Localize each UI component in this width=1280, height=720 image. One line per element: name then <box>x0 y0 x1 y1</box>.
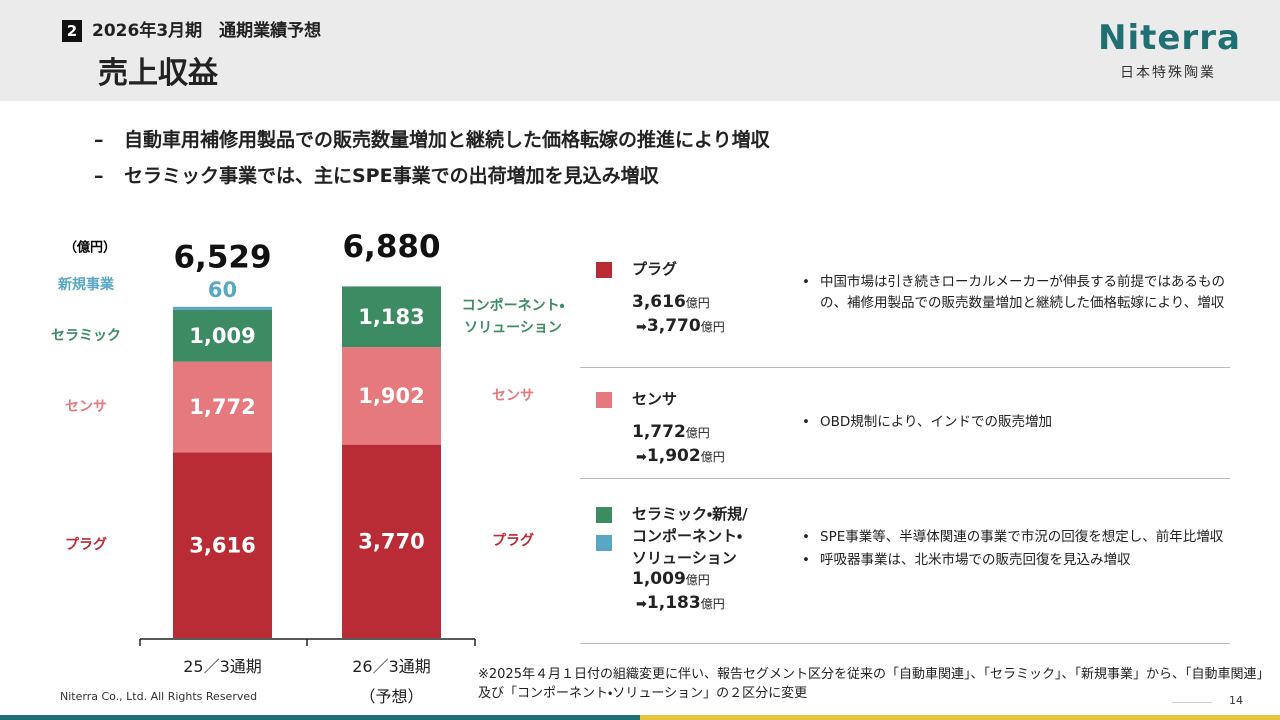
value: 1,183 <box>646 593 701 613</box>
series-name: センサ <box>65 399 107 416</box>
detail-note: 中国市場は引き続きローカルメーカーが伸長する前提ではあるものの、補修用製品での販… <box>802 272 1230 314</box>
value-label: 60 <box>208 278 237 302</box>
category-label: 25／3通期 <box>183 657 262 676</box>
detail-value: 3,616億円 <box>632 292 710 312</box>
bullet: セラミック事業では、主にSPE事業での出荷増加を見込み増収 <box>94 162 659 190</box>
value: 1,772 <box>632 422 686 442</box>
unit: 億円 <box>685 296 710 310</box>
unit: 億円 <box>685 573 710 587</box>
detail-name: センサ <box>632 390 678 408</box>
unit: 億円 <box>700 450 725 464</box>
period: 2026年3月期 通期業績予想 <box>92 21 322 41</box>
bar-segment <box>342 444 441 638</box>
bar-segment <box>173 306 272 310</box>
copyright: Niterra Co., Ltd. All Rights Reserved <box>60 690 258 703</box>
legend-swatch <box>596 392 612 408</box>
legend-swatch <box>596 262 612 278</box>
separator <box>580 478 1230 479</box>
series-name: 新規事業 <box>58 276 114 293</box>
value: 1,902 <box>646 446 701 466</box>
series-name: セラミック <box>51 327 121 344</box>
detail-value: ➡1,183億円 <box>636 593 725 613</box>
bar-segment <box>173 452 272 638</box>
value: 3,770 <box>646 316 701 336</box>
bar-segment <box>342 286 441 348</box>
unit: 億円 <box>685 426 710 440</box>
bar-segment <box>342 347 441 445</box>
separator <box>580 367 1230 368</box>
value-label: 1,902 <box>358 384 424 408</box>
detail-value: 1,772億円 <box>632 422 710 442</box>
bullet: 自動車用補修用製品での販売数量増加と継続した価格転嫁の推進により増収 <box>94 126 770 154</box>
separator <box>580 643 1230 644</box>
value: 1,009 <box>632 569 686 589</box>
legend-swatch <box>596 535 612 551</box>
category-label: 26／3通期 <box>352 657 431 676</box>
page-rule <box>1172 702 1212 703</box>
legend-swatch <box>596 507 612 523</box>
value: 3,616 <box>632 292 686 312</box>
slide-title: 売上収益 <box>98 56 218 91</box>
total-label: 6,880 <box>342 229 440 265</box>
logo: Niterra <box>1098 18 1241 58</box>
detail-value: 1,009億円 <box>632 569 710 589</box>
detail-note: 呼吸器事業は、北米市場での販売回復を見込み増収 <box>802 550 1230 571</box>
page-number: 14 <box>1229 694 1243 707</box>
footnote: ※2025年４月１日付の組織変更に伴い、報告セグメント区分を従来の「自動車関連」… <box>478 667 1263 701</box>
arrow: ➡ <box>636 320 647 335</box>
detail-value: ➡3,770億円 <box>636 316 725 336</box>
total-label: 6,529 <box>173 239 271 275</box>
logo-sub: 日本特殊陶業 <box>1120 65 1216 81</box>
header-band <box>0 0 1280 101</box>
series-name: センサ <box>492 387 534 404</box>
unit-label: （億円） <box>64 240 116 256</box>
arrow: ➡ <box>636 450 647 465</box>
detail-name: セラミック・新規/ コンポーネント・ ソリューション <box>632 505 748 567</box>
footer-stripe <box>640 715 1280 720</box>
detail-value: ➡1,902億円 <box>636 446 725 466</box>
unit: 億円 <box>700 597 725 611</box>
value-label: 1,772 <box>189 395 255 419</box>
series-name: プラグ <box>65 537 107 554</box>
value-label: 1,183 <box>358 305 424 329</box>
series-name: コンポーネント・ ソリューション <box>461 297 565 336</box>
value-label: 3,770 <box>358 529 424 553</box>
section-badge: 2 <box>62 20 82 42</box>
value-label: 1,009 <box>189 324 255 348</box>
bar-segment <box>173 361 272 453</box>
value-label: 3,616 <box>189 533 255 557</box>
series-name: プラグ <box>492 533 534 550</box>
detail-name: プラグ <box>632 260 678 278</box>
detail-note: SPE事業等、半導体関連の事業で市況の回復を想定し、前年比増収 <box>802 527 1230 548</box>
arrow: ➡ <box>636 597 647 612</box>
bar-segment <box>173 309 272 362</box>
category-sublabel: （予想） <box>359 687 424 706</box>
unit: 億円 <box>700 320 725 334</box>
detail-note: OBD規制により、インドでの販売増加 <box>802 412 1230 433</box>
footer-stripe <box>0 715 640 720</box>
